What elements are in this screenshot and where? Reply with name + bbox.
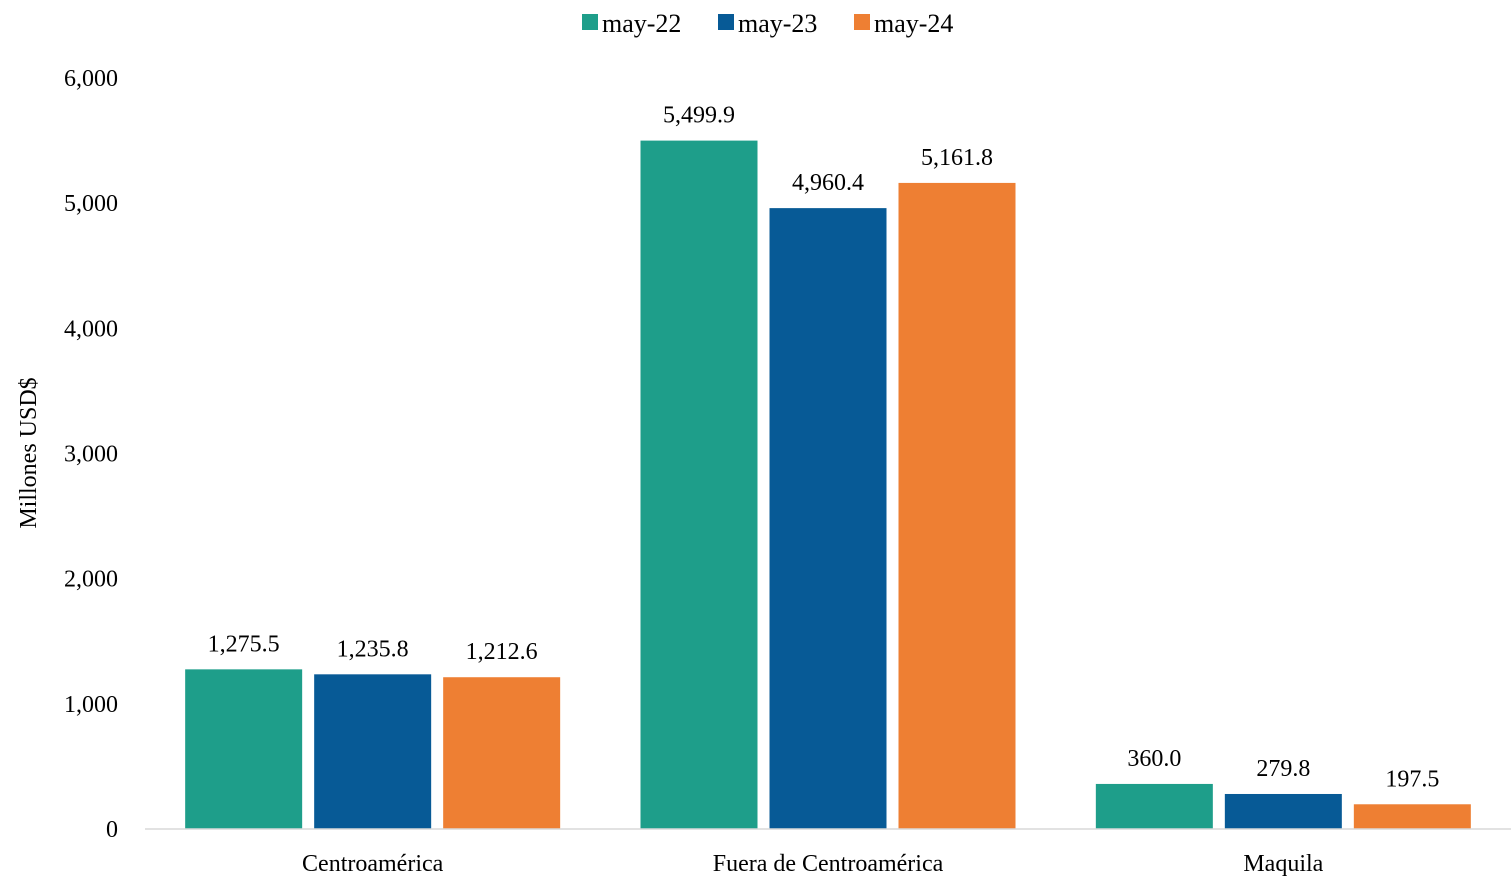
y-axis-title: Millones USD$ (16, 377, 42, 528)
bar-may-23-0 (314, 674, 432, 829)
y-tick-label: 4,000 (64, 316, 118, 342)
data-label: 1,235.8 (337, 636, 409, 662)
data-label: 4,960.4 (792, 170, 864, 196)
bar-may-23-1 (769, 208, 887, 829)
x-category-label: Centroamérica (302, 851, 444, 877)
y-tick-label: 0 (106, 817, 118, 843)
legend-label: may-23 (738, 9, 817, 38)
x-category-label: Fuera de Centroamérica (713, 851, 944, 877)
bar-may-23-2 (1224, 793, 1342, 829)
bar-may-22-0 (185, 669, 303, 829)
data-label: 5,161.8 (921, 145, 993, 171)
y-axis: 0 1,000 2,000 3,000 4,000 5,000 6,000 (64, 66, 118, 843)
y-tick-label: 5,000 (64, 191, 118, 217)
bar-may-22-1 (640, 140, 758, 830)
data-label: 197.5 (1385, 766, 1439, 792)
legend-swatch-may-23 (718, 14, 734, 30)
data-label: 1,212.6 (466, 639, 538, 665)
x-axis: Centroamérica Fuera de Centroamérica Maqui… (145, 828, 1511, 877)
bars (185, 140, 1471, 830)
data-label: 5,499.9 (663, 103, 735, 129)
y-tick-label: 2,000 (64, 567, 118, 593)
y-tick-label: 1,000 (64, 692, 118, 718)
data-label: 279.8 (1256, 756, 1310, 782)
legend-swatch-may-24 (854, 14, 870, 30)
y-tick-label: 3,000 (64, 442, 118, 468)
legend: may-22 may-23 may-24 (582, 9, 953, 38)
data-label: 360.0 (1127, 746, 1181, 772)
data-label: 1,275.5 (208, 631, 280, 657)
bar-may-24-1 (898, 182, 1016, 830)
bar-may-24-0 (443, 677, 561, 829)
legend-label: may-24 (874, 9, 953, 38)
bar-may-24-2 (1353, 804, 1471, 829)
x-category-label: Maquila (1243, 851, 1323, 877)
bar-may-22-2 (1095, 783, 1213, 829)
data-labels: 1,275.5 1,235.8 1,212.6 5,499.9 4,960.4 5,161… (208, 103, 1440, 793)
legend-label: may-22 (602, 9, 681, 38)
y-tick-label: 6,000 (64, 66, 118, 92)
legend-swatch-may-22 (582, 14, 598, 30)
